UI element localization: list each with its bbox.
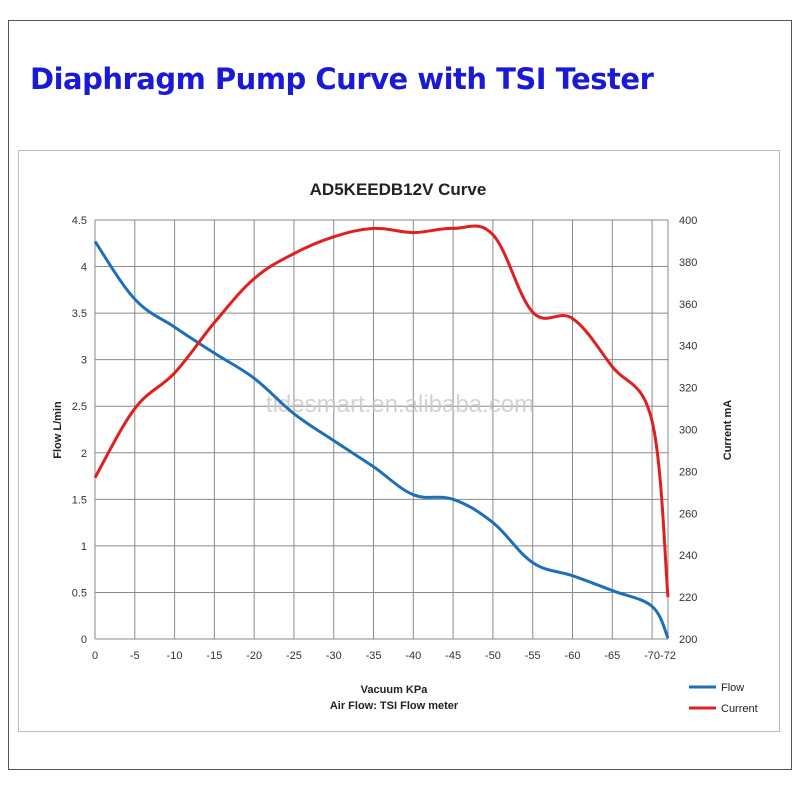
y-tick-label: 0.5 <box>72 587 87 599</box>
x-tick-label: -45 <box>445 650 461 662</box>
watermark: tidesmart.en.alibaba.com <box>266 391 534 418</box>
x-tick-label: -20 <box>246 650 262 662</box>
y2-tick-label: 340 <box>679 341 697 353</box>
y2-tick-label: 300 <box>679 425 697 437</box>
x-tick-label: -50 <box>485 650 501 662</box>
y2-tick-label: 400 <box>679 215 697 227</box>
x-tick-label: -15 <box>206 650 222 662</box>
y-tick-label: 4.5 <box>72 215 87 227</box>
x-tick-label: -10 <box>167 650 183 662</box>
y-tick-label: 3.5 <box>72 308 87 320</box>
series-line-flow <box>93 240 670 639</box>
x-tick-label: -40 <box>405 650 421 662</box>
y2-tick-label: 380 <box>679 257 697 269</box>
y-tick-label: 2.5 <box>72 401 87 413</box>
series-line-current <box>93 224 670 598</box>
y-tick-label: 0 <box>81 634 87 646</box>
chart-title: AD5KEEDB12V Curve <box>310 180 487 199</box>
x-axis-label-2: Air Flow: TSI Flow meter <box>330 700 459 712</box>
y-tick-label: 2 <box>81 448 87 460</box>
axis-layer: 0 0.5 1 1.5 2 2.5 3 3.5 4 4.5 200 220 240 260 280 300 32… <box>72 215 698 662</box>
x-tick-label: -55 <box>525 650 541 662</box>
y2-tick-label: 360 <box>679 299 697 311</box>
y2-tick-label: 280 <box>679 466 697 478</box>
x-tick-label: -72 <box>660 650 676 662</box>
y2-tick-label: 320 <box>679 383 697 395</box>
page-title: Diaphragm Pump Curve with TSI Tester <box>30 62 654 96</box>
series-layer <box>93 224 670 639</box>
y2-tick-label: 200 <box>679 634 697 646</box>
y-axis-label: Flow L/min <box>52 401 64 459</box>
y-tick-label: 3 <box>81 355 87 367</box>
x-axis-label: Vacuum KPa <box>361 684 429 696</box>
x-tick-label: 0 <box>92 650 98 662</box>
x-tick-label: -5 <box>130 650 140 662</box>
legend: Flow Current <box>689 682 758 715</box>
x-tick-label: -65 <box>604 650 620 662</box>
x-tick-label: -30 <box>326 650 342 662</box>
grid-layer <box>94 219 669 640</box>
y2-tick-label: 240 <box>679 550 697 562</box>
y-tick-label: 4 <box>81 262 87 274</box>
y2-tick-label: 220 <box>679 592 697 604</box>
x-tick-label: -60 <box>565 650 581 662</box>
x-tick-label: -35 <box>366 650 382 662</box>
legend-label-current: Current <box>721 703 758 715</box>
y2-axis-label: Current mA <box>722 400 734 461</box>
legend-label-flow: Flow <box>721 682 744 694</box>
y2-tick-label: 260 <box>679 508 697 520</box>
outer-frame <box>8 20 792 770</box>
x-tick-label: -70 <box>644 650 660 662</box>
y-tick-label: 1.5 <box>72 494 87 506</box>
y-tick-label: 1 <box>81 541 87 553</box>
chart-panel <box>18 150 780 732</box>
x-tick-label: -25 <box>286 650 302 662</box>
